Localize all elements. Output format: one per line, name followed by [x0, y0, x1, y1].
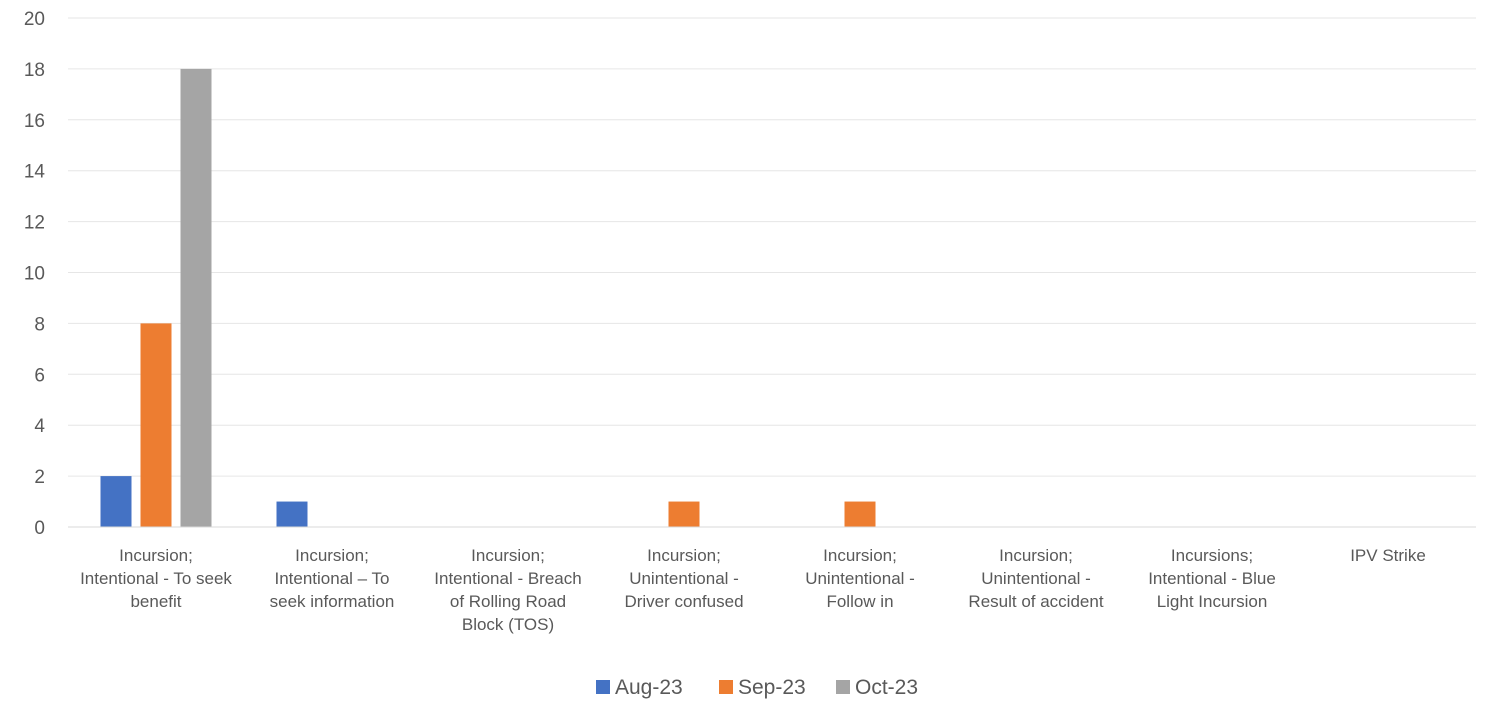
- category-label: Incursions; Intentional - Blue Light Incur…: [1148, 546, 1276, 611]
- legend-label: Oct-23: [855, 676, 918, 699]
- y-axis-ticks: 0 2 4 6 8 10 12 14 16 18 20: [24, 9, 46, 539]
- y-tick-label: 20: [24, 9, 45, 30]
- category-label: Incursion; Intentional - Breach of Rolling…: [434, 546, 581, 634]
- bar-sep-23: [140, 323, 172, 527]
- bars: [100, 68, 876, 528]
- category-label: Incursion; Intentional - To seek benefit: [80, 546, 232, 611]
- legend-swatch: [836, 680, 850, 694]
- gridlines: [68, 17, 1476, 477]
- legend-item: Sep-23: [719, 676, 806, 699]
- legend-item: Oct-23: [836, 676, 918, 699]
- legend: Aug-23 Sep-23 Oct-23: [596, 676, 918, 699]
- y-tick-label: 8: [34, 314, 45, 335]
- y-tick-label: 0: [34, 518, 45, 539]
- y-tick-label: 12: [24, 213, 45, 234]
- category-label: Incursion; Unintentional -Driver confused: [624, 546, 743, 611]
- x-axis-categories: Incursion; Intentional - To seek benefit In…: [80, 546, 1426, 634]
- bar-sep-23: [668, 501, 700, 527]
- y-tick-label: 14: [24, 162, 46, 183]
- category-label: Incursion; Unintentional -Follow in: [805, 546, 915, 611]
- legend-label: Aug-23: [615, 676, 683, 699]
- y-tick-label: 6: [34, 365, 45, 386]
- category-label: IPV Strike: [1350, 546, 1426, 565]
- bar-aug-23: [100, 476, 132, 527]
- category-label: Incursion; Intentional – To seek informati…: [270, 546, 395, 611]
- bar-oct-23: [180, 68, 212, 528]
- legend-item: Aug-23: [596, 676, 683, 699]
- category-label: Incursion; Unintentional -Result of accid…: [968, 546, 1103, 611]
- bar-aug-23: [276, 501, 308, 527]
- y-tick-label: 10: [24, 264, 45, 285]
- legend-swatch: [719, 680, 733, 694]
- bar-sep-23: [844, 501, 876, 527]
- y-tick-label: 4: [34, 416, 45, 437]
- y-tick-label: 2: [34, 467, 45, 488]
- y-tick-label: 18: [24, 60, 45, 81]
- y-tick-label: 16: [24, 111, 45, 132]
- legend-swatch: [596, 680, 610, 694]
- legend-label: Sep-23: [738, 676, 806, 699]
